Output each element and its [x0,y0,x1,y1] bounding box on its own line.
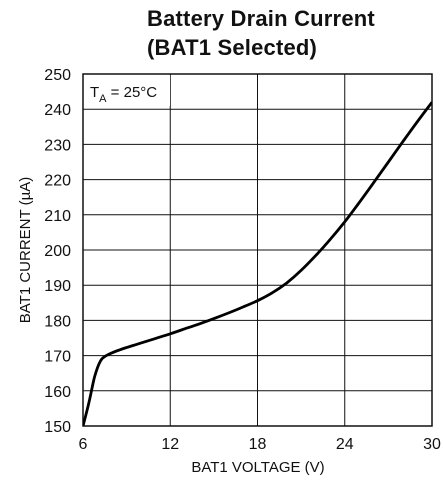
y-tick-label: 230 [44,137,71,154]
chart-title-line2: (BAT1 Selected) [147,35,318,60]
x-tick-label: 24 [336,436,354,453]
y-tick-label: 180 [44,313,71,330]
series-line [83,101,432,426]
temperature-annotation: TA = 25°C [90,84,157,105]
x-tick-label: 30 [423,436,441,453]
y-tick-label: 190 [44,278,71,295]
grid [82,73,433,427]
plot-frame [82,73,433,427]
y-tick-labels: 150 160 170 180 190 200 210 220 230 240 250 [44,67,71,436]
chart-title-line1: Battery Drain Current [147,6,375,31]
y-tick-label: 170 [44,349,71,366]
y-tick-label: 220 [44,173,71,190]
y-tick-label: 240 [44,102,71,119]
y-tick-label: 250 [44,67,71,84]
y-tick-label: 160 [44,384,71,401]
x-tick-label: 18 [249,436,267,453]
x-tick-label: 6 [79,436,88,453]
x-tick-label: 12 [161,436,179,453]
x-axis-label: BAT1 VOLTAGE (V) [191,459,324,476]
x-tick-labels: 6 12 18 24 30 [79,436,441,453]
series-group [83,101,432,426]
annotation-box [84,75,170,106]
y-axis-label: BAT1 CURRENT (µA) [17,177,34,323]
y-tick-label: 200 [44,243,71,260]
y-tick-label: 150 [44,419,71,436]
y-tick-label: 210 [44,208,71,225]
